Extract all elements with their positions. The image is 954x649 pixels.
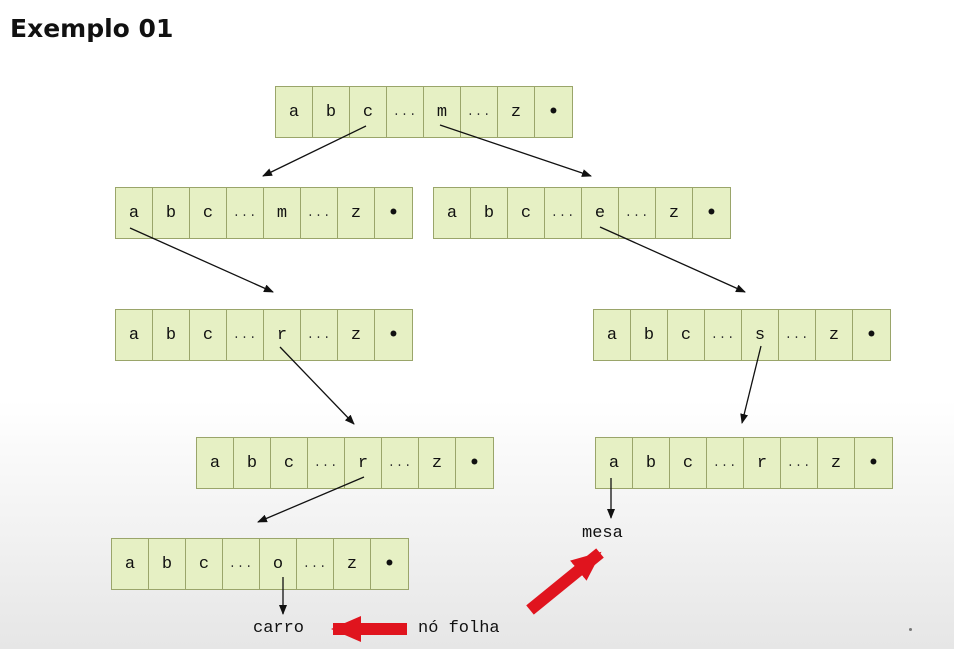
trie-cell: z bbox=[656, 188, 693, 238]
trie-cell: z bbox=[498, 87, 535, 137]
trie-cell: ... bbox=[779, 310, 816, 360]
trie-cell: • bbox=[382, 551, 397, 577]
trie-cell: c bbox=[186, 539, 223, 589]
trie-cell: ... bbox=[619, 188, 656, 238]
trie-cell: • bbox=[467, 450, 482, 476]
trie-cell: ... bbox=[707, 438, 744, 488]
edge-level1-a bbox=[129, 227, 274, 293]
trie-cell: m bbox=[264, 188, 301, 238]
edge-level2-s bbox=[740, 345, 762, 424]
trie-cell: a bbox=[596, 438, 633, 488]
trie-cell: z bbox=[816, 310, 853, 360]
trie-cell: • bbox=[704, 200, 719, 226]
trie-cell: ... bbox=[227, 188, 264, 238]
trie-cell: a bbox=[197, 438, 234, 488]
edge-level1-e bbox=[599, 226, 746, 293]
trie-node-level4-carr: a b c... o... z • bbox=[111, 538, 409, 590]
trie-node-level3-car: a b c... r... z • bbox=[196, 437, 494, 489]
trie-cell: c bbox=[670, 438, 707, 488]
trie-cell: ... bbox=[308, 438, 345, 488]
trie-cell: ... bbox=[223, 539, 260, 589]
trie-cell: m bbox=[424, 87, 461, 137]
trie-cell: b bbox=[153, 310, 190, 360]
trie-cell: o bbox=[260, 539, 297, 589]
trie-cell: c bbox=[190, 310, 227, 360]
trie-cell: c bbox=[271, 438, 308, 488]
trie-cell: c bbox=[350, 87, 387, 137]
trie-cell: b bbox=[234, 438, 271, 488]
trie-cell: a bbox=[434, 188, 471, 238]
trie-cell: ... bbox=[461, 87, 498, 137]
trie-cell: a bbox=[276, 87, 313, 137]
trie-node-level1-m: a b c... e... z • bbox=[433, 187, 731, 239]
word-mesa-label: mesa bbox=[582, 524, 623, 543]
trie-cell: c bbox=[668, 310, 705, 360]
trie-cell: a bbox=[112, 539, 149, 589]
trie-cell: b bbox=[153, 188, 190, 238]
trie-cell: ... bbox=[227, 310, 264, 360]
trie-cell: • bbox=[546, 99, 561, 125]
trie-cell: r bbox=[345, 438, 382, 488]
trie-cell: • bbox=[864, 322, 879, 348]
edge-level2-r bbox=[279, 346, 355, 425]
trie-cell: ... bbox=[301, 188, 338, 238]
trie-cell: b bbox=[149, 539, 186, 589]
edge-level3-r bbox=[257, 476, 365, 523]
edge-root-m bbox=[439, 124, 592, 177]
trie-cell: b bbox=[633, 438, 670, 488]
trie-cell: e bbox=[582, 188, 619, 238]
trie-cell: c bbox=[508, 188, 545, 238]
trie-cell: c bbox=[190, 188, 227, 238]
trie-cell: s bbox=[742, 310, 779, 360]
trie-node-level2-me: a b c... s... z • bbox=[593, 309, 891, 361]
leaf-node-label: nó folha bbox=[418, 619, 500, 638]
trie-cell: r bbox=[744, 438, 781, 488]
word-carro-label: carro bbox=[253, 619, 305, 638]
trie-cell: ... bbox=[297, 539, 334, 589]
trie-cell: b bbox=[313, 87, 350, 137]
trie-cell: b bbox=[471, 188, 508, 238]
trie-cell: z bbox=[818, 438, 855, 488]
trie-cell: ... bbox=[781, 438, 818, 488]
trie-cell: ... bbox=[387, 87, 424, 137]
trie-cell: • bbox=[386, 322, 401, 348]
trie-node-level1-a: a b c... m... z • bbox=[115, 187, 413, 239]
trie-cell: b bbox=[631, 310, 668, 360]
stray-dot bbox=[909, 628, 912, 631]
edge-root-c bbox=[262, 125, 367, 177]
trie-cell: z bbox=[419, 438, 456, 488]
slide-title: Exemplo 01 bbox=[10, 14, 174, 43]
trie-cell: a bbox=[116, 310, 153, 360]
trie-cell: ... bbox=[705, 310, 742, 360]
trie-cell: ... bbox=[545, 188, 582, 238]
trie-cell: ... bbox=[301, 310, 338, 360]
trie-node-root: a b c... m... z • bbox=[275, 86, 573, 138]
trie-cell: r bbox=[264, 310, 301, 360]
trie-node-level3-mes: a b c... r... z • bbox=[595, 437, 893, 489]
trie-cell: a bbox=[594, 310, 631, 360]
trie-cell: z bbox=[338, 310, 375, 360]
trie-cell: • bbox=[386, 200, 401, 226]
trie-cell: z bbox=[338, 188, 375, 238]
trie-cell: ... bbox=[382, 438, 419, 488]
trie-cell: a bbox=[116, 188, 153, 238]
trie-cell: • bbox=[866, 450, 881, 476]
trie-node-level2-ca: a b c... r... z • bbox=[115, 309, 413, 361]
trie-cell: z bbox=[334, 539, 371, 589]
red-arrow-to-mesa bbox=[526, 548, 604, 615]
